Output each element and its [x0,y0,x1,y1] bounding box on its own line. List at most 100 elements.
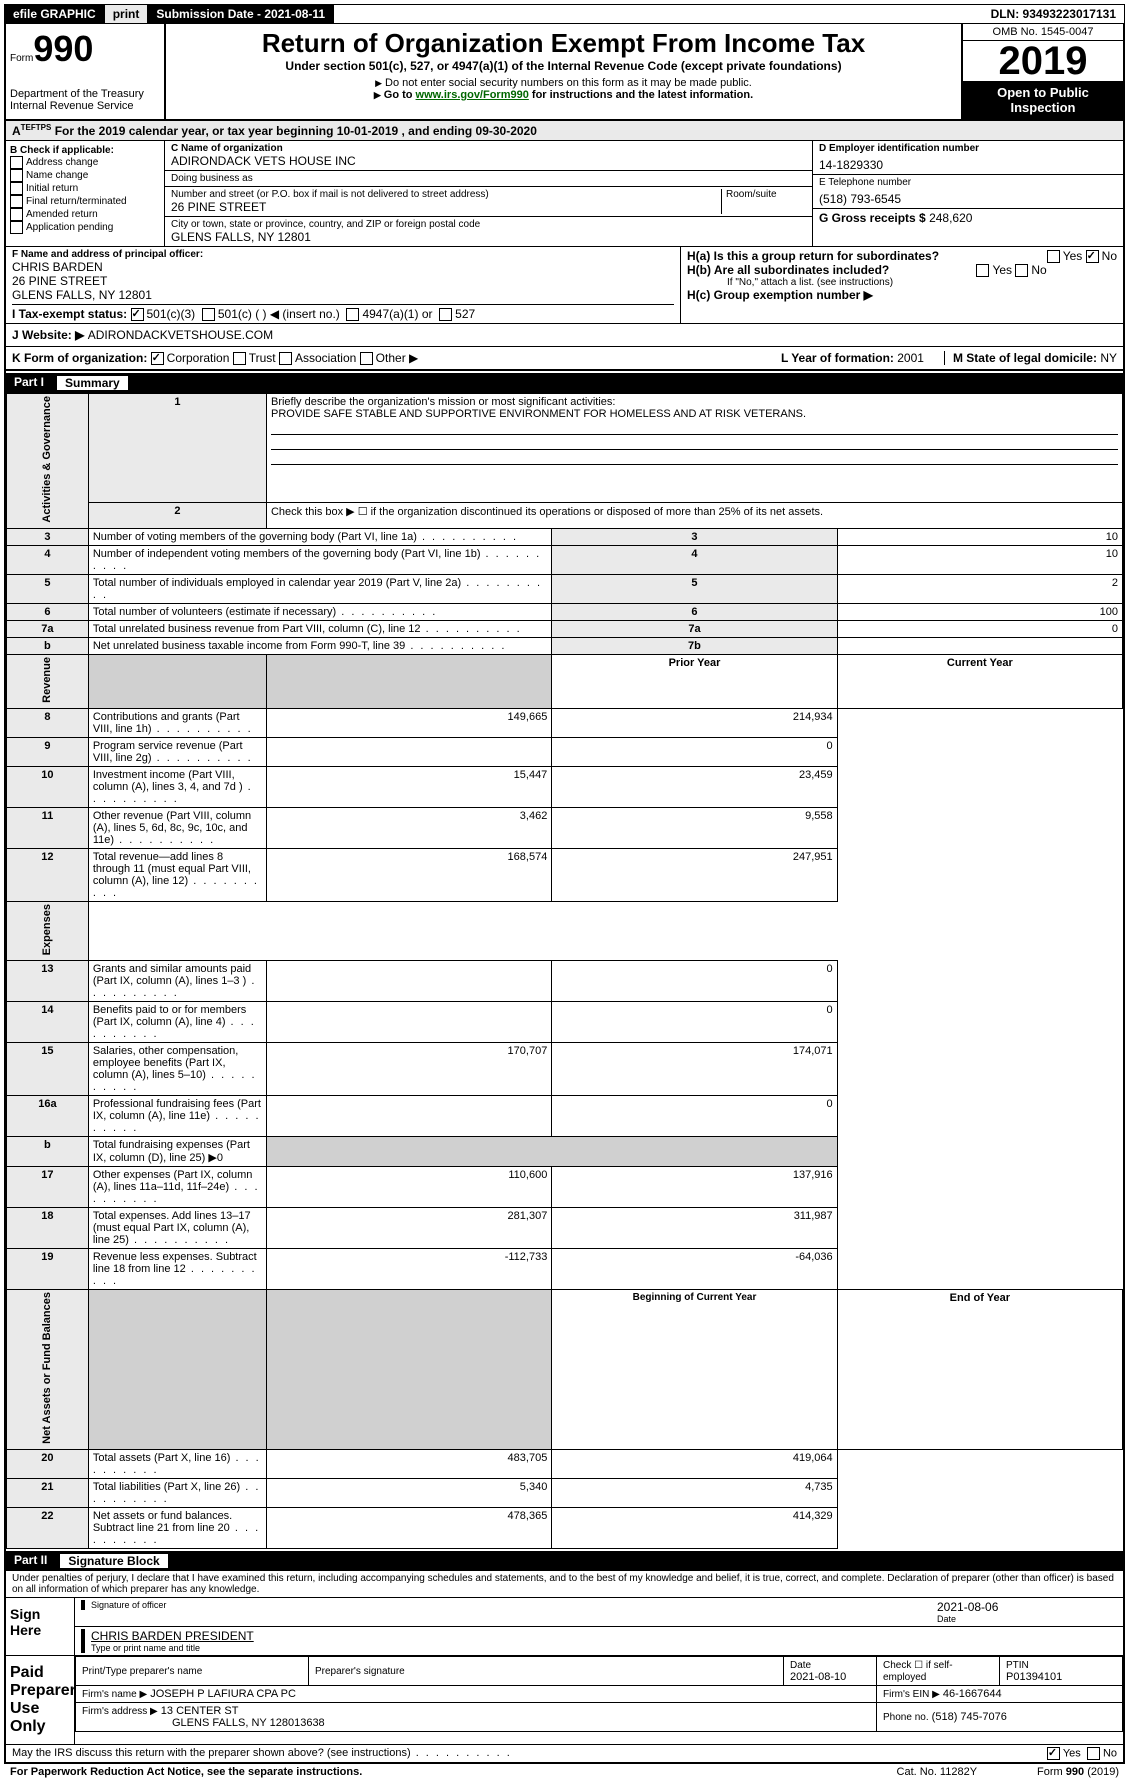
open-public-badge: Open to Public Inspection [963,81,1123,119]
boxb-chk[interactable] [10,182,23,195]
firm-phone-label: Phone no. [883,1712,929,1723]
paid-preparer-label: Paid Preparer Use Only [6,1656,75,1744]
boxb-chk[interactable] [10,208,23,221]
gross-value: 248,620 [929,211,972,225]
part1-table: Activities & Governance 1 Briefly descri… [6,393,1123,1549]
row-i-inline: I Tax-exempt status: 501(c)(3) 501(c) ( … [12,304,674,321]
box-b: B Check if applicable: Address changeNam… [6,141,165,246]
officer-addr2: GLENS FALLS, NY 12801 [12,288,674,302]
boy-header: Beginning of Current Year [552,1290,837,1450]
footer-mid: Cat. No. 11282Y [897,1766,978,1778]
part1-num: Part I [14,375,56,391]
top-bar: efile GRAPHIC print Submission Date - 20… [4,4,1125,24]
ein-value: 14-1829330 [819,158,1117,172]
eoy-header: End of Year [837,1290,1122,1450]
pt-sig-label: Preparer's signature [315,1666,405,1677]
goto-suffix: for instructions and the latest informat… [529,89,753,101]
website-value: ADIRONDACKVETSHOUSE.COM [88,328,273,342]
q1-value: PROVIDE SAFE STABLE AND SUPPORTIVE ENVIR… [271,408,806,420]
firm-ein: 46-1667644 [943,1688,1002,1700]
page-footer: For Paperwork Reduction Act Notice, see … [4,1764,1125,1780]
no-label: No [1103,1747,1117,1759]
officer-addr1: 26 PINE STREET [12,274,674,288]
domicile-label: M State of legal domicile: [953,351,1097,365]
phone-value: (518) 793-6545 [819,192,1117,206]
sig-date-label: Date [937,1614,1117,1624]
pt-check-label: Check ☐ if self-employed [883,1660,953,1683]
lbl-527: 527 [455,307,475,321]
vlabel-rev: Revenue [41,657,53,703]
chk-501c[interactable] [202,308,215,321]
officer-name: CHRIS BARDEN [12,260,674,274]
chk-527[interactable] [439,308,452,321]
dba-label: Doing business as [171,173,806,184]
period-line: ATEFTPS For the 2019 calendar year, or t… [12,124,537,138]
discuss-yes[interactable] [1047,1747,1060,1760]
q1-label: Briefly describe the organization's miss… [271,396,615,408]
part2-title: Signature Block [59,1553,168,1569]
ein-label: D Employer identification number [819,143,1117,154]
yearform-label: L Year of formation: [781,351,894,365]
lbl-trust: Trust [249,351,276,365]
discuss-no[interactable] [1087,1747,1100,1760]
org-name: ADIRONDACK VETS HOUSE INC [171,154,806,168]
part1-title: Summary [56,375,129,391]
part2-num: Part II [14,1553,59,1569]
irs-link[interactable]: www.irs.gov/Form990 [416,89,529,101]
chk-corp[interactable] [151,352,164,365]
boxb-chk[interactable] [10,156,23,169]
website-label: J Website: ▶ [12,328,84,342]
boxb-chk[interactable] [10,221,23,234]
pt-name-label: Print/Type preparer's name [82,1666,202,1677]
vlabel-net: Net Assets or Fund Balances [41,1292,53,1444]
footer-right: Form 990 (2019) [1037,1766,1119,1778]
box-c: C Name of organization ADIRONDACK VETS H… [165,141,813,246]
domicile-value: NY [1100,351,1117,365]
sig-date: 2021-08-06 [937,1600,1117,1614]
sig-officer-label: Signature of officer [91,1600,937,1610]
box-f: F Name and address of principal officer:… [6,247,681,323]
officer-label: F Name and address of principal officer: [12,249,674,260]
chk-other[interactable] [360,352,373,365]
city-label: City or town, state or province, country… [171,219,806,230]
ha-no[interactable] [1086,250,1099,263]
firm-phone: (518) 745-7076 [932,1711,1007,1723]
print-button[interactable]: print [105,5,149,23]
chk-trust[interactable] [233,352,246,365]
firm-name-label: Firm's name ▶ [82,1689,147,1700]
lbl-501c3: 501(c)(3) [147,307,196,321]
perjury-text: Under penalties of perjury, I declare th… [6,1571,1123,1597]
form-title: Return of Organization Exempt From Incom… [174,28,953,59]
ptin-value: P01394101 [1006,1671,1062,1683]
chk-4947[interactable] [346,308,359,321]
hb-yes[interactable] [976,264,989,277]
paid-preparer-block: Paid Preparer Use Only Print/Type prepar… [6,1655,1123,1744]
firm-addr1: 13 CENTER ST [161,1705,239,1717]
officer-sig-name: CHRIS BARDEN PRESIDENT [91,1629,254,1643]
addr-label: Number and street (or P.O. box if mail i… [171,189,721,200]
boxb-chk[interactable] [10,169,23,182]
efile-button[interactable]: efile GRAPHIC [5,5,105,23]
sign-here-block: Sign Here Signature of officer 2021-08-0… [6,1597,1123,1655]
ha-yes[interactable] [1047,250,1060,263]
part1-header: Part I Summary [6,373,1123,393]
ha-label: H(a) Is this a group return for subordin… [687,249,939,263]
phone-label: E Telephone number [819,177,1117,188]
hc-label: H(c) Group exemption number ▶ [687,288,1117,302]
hb-label: H(b) Are all subordinates included? [687,263,889,277]
box-b-label: B Check if applicable: [10,145,160,156]
discuss-text: May the IRS discuss this return with the… [12,1747,512,1759]
lbl-4947: 4947(a)(1) or [362,307,432,321]
chk-assoc[interactable] [279,352,292,365]
officer-sig-label: Type or print name and title [91,1643,254,1653]
ssn-note: Do not enter social security numbers on … [174,77,953,89]
firm-ein-label: Firm's EIN ▶ [883,1689,940,1700]
hb-no[interactable] [1015,264,1028,277]
tax-status-label: I Tax-exempt status: [12,307,127,321]
pt-date: 2021-08-10 [790,1671,846,1683]
chk-501c3[interactable] [131,308,144,321]
dln: DLN: 93493223017131 [983,5,1124,23]
boxb-chk[interactable] [10,195,23,208]
firm-addr-label: Firm's address ▶ [82,1706,158,1717]
lbl-corp: Corporation [167,351,230,365]
